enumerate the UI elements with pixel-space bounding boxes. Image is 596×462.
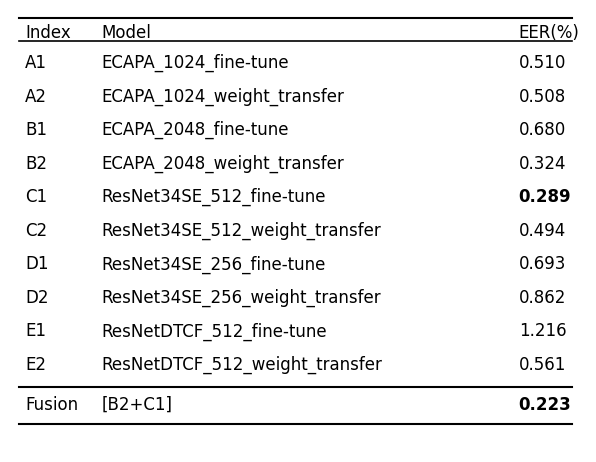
Text: ECAPA_2048_fine-tune: ECAPA_2048_fine-tune <box>101 121 289 140</box>
Text: 0.289: 0.289 <box>519 188 571 207</box>
Text: 0.561: 0.561 <box>519 356 566 374</box>
Text: 0.862: 0.862 <box>519 289 566 307</box>
Text: ECAPA_2048_weight_transfer: ECAPA_2048_weight_transfer <box>101 155 344 173</box>
Text: 0.508: 0.508 <box>519 88 566 106</box>
Text: 1.216: 1.216 <box>519 322 566 340</box>
Text: ResNetDTCF_512_fine-tune: ResNetDTCF_512_fine-tune <box>101 322 327 340</box>
Text: 0.510: 0.510 <box>519 54 566 72</box>
Text: Index: Index <box>25 24 71 42</box>
Text: E1: E1 <box>25 322 46 340</box>
Text: 0.494: 0.494 <box>519 222 566 240</box>
Text: B2: B2 <box>25 155 47 173</box>
Text: D2: D2 <box>25 289 48 307</box>
Text: E2: E2 <box>25 356 46 374</box>
Text: 0.324: 0.324 <box>519 155 566 173</box>
Text: 0.693: 0.693 <box>519 255 566 274</box>
Text: A2: A2 <box>25 88 47 106</box>
Text: ECAPA_1024_fine-tune: ECAPA_1024_fine-tune <box>101 54 289 73</box>
Text: ResNet34SE_256_fine-tune: ResNet34SE_256_fine-tune <box>101 255 325 274</box>
Text: ResNet34SE_512_fine-tune: ResNet34SE_512_fine-tune <box>101 188 326 207</box>
Text: ResNet34SE_256_weight_transfer: ResNet34SE_256_weight_transfer <box>101 289 381 307</box>
Text: Model: Model <box>101 24 151 42</box>
Text: EER(%): EER(%) <box>519 24 579 42</box>
Text: A1: A1 <box>25 54 47 72</box>
Text: 0.223: 0.223 <box>519 396 572 414</box>
Text: Fusion: Fusion <box>25 396 78 414</box>
Text: 0.680: 0.680 <box>519 122 566 140</box>
Text: C2: C2 <box>25 222 47 240</box>
Text: [B2+C1]: [B2+C1] <box>101 396 172 414</box>
Text: ResNetDTCF_512_weight_transfer: ResNetDTCF_512_weight_transfer <box>101 356 382 374</box>
Text: ECAPA_1024_weight_transfer: ECAPA_1024_weight_transfer <box>101 88 344 106</box>
Text: C1: C1 <box>25 188 47 207</box>
Text: B1: B1 <box>25 122 47 140</box>
Text: ResNet34SE_512_weight_transfer: ResNet34SE_512_weight_transfer <box>101 222 381 240</box>
Text: D1: D1 <box>25 255 48 274</box>
